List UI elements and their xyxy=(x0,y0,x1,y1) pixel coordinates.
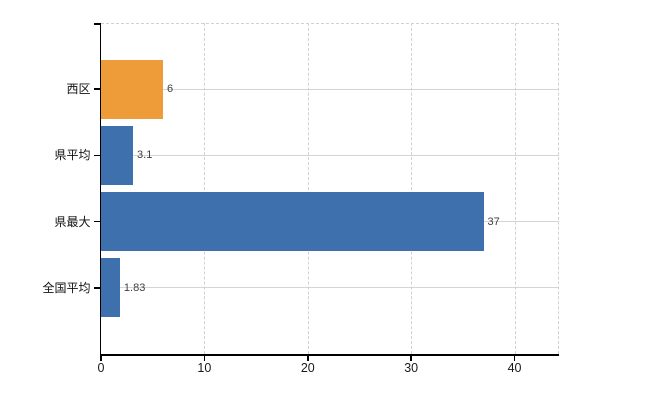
horizontal-gridline xyxy=(101,154,559,156)
bar-value-label: 3.1 xyxy=(137,149,153,162)
x-axis-tick-label: 0 xyxy=(97,361,105,375)
y-axis-tick xyxy=(93,220,100,223)
x-axis-tick xyxy=(100,355,102,361)
y-axis-top-tick xyxy=(93,23,100,25)
bar-value-label: 37 xyxy=(487,215,500,228)
x-axis-tick xyxy=(410,355,412,361)
y-axis-tick xyxy=(93,88,100,90)
bar-value-label: 1.83 xyxy=(123,281,146,294)
bar-3 xyxy=(101,192,484,252)
bar-4 xyxy=(101,258,120,318)
vertical-gridline xyxy=(514,23,516,354)
x-axis-tick xyxy=(203,355,206,361)
x-axis-tick-label: 40 xyxy=(507,361,522,375)
y-axis-line xyxy=(99,23,101,356)
x-axis-tick-label: 10 xyxy=(197,361,212,375)
category-label: 県平均 xyxy=(54,148,91,163)
x-axis-tick-label: 20 xyxy=(300,361,315,375)
x-axis-tick-label: 30 xyxy=(404,361,419,375)
plot-area xyxy=(101,23,559,354)
category-label: 西区 xyxy=(66,82,91,97)
vertical-gridline xyxy=(204,23,206,354)
x-axis-tick xyxy=(307,355,309,361)
category-label: 県最大 xyxy=(54,214,91,229)
bar-2 xyxy=(101,125,134,185)
horizontal-gridline xyxy=(101,287,559,289)
x-axis-tick xyxy=(513,355,516,361)
bar-value-label: 6 xyxy=(167,83,174,96)
category-label: 全国平均 xyxy=(42,280,91,295)
x-axis-line xyxy=(99,354,559,356)
vertical-gridline xyxy=(307,23,309,354)
y-axis-tick xyxy=(93,154,100,157)
y-axis-tick xyxy=(93,287,100,289)
bar-1 xyxy=(101,59,164,119)
horizontal-gridline xyxy=(101,88,559,90)
vertical-gridline xyxy=(411,23,413,354)
